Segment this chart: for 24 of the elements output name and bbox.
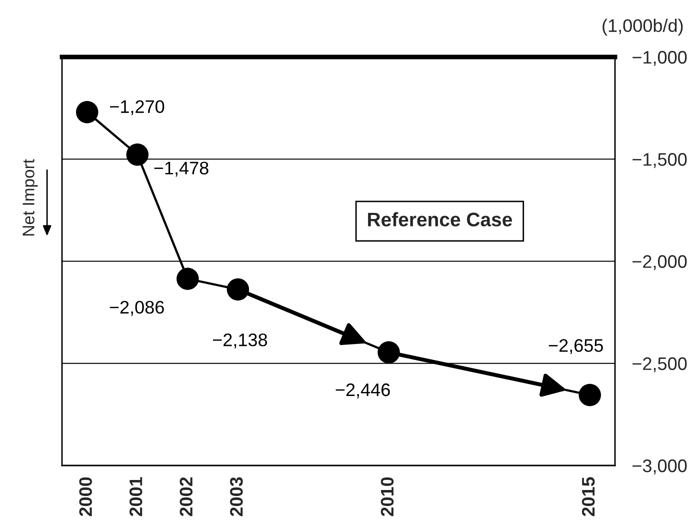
x-tick-label: 2002 (180, 477, 193, 516)
y-tick-label: −2,500 (632, 357, 687, 372)
x-tick-label: 2010 (380, 477, 394, 516)
x-tick-label: 2015 (582, 477, 595, 516)
data-label: −1,270 (110, 100, 164, 116)
y-tick-label: −3,000 (632, 459, 687, 474)
y-tick-label: −2,000 (632, 255, 687, 270)
y-tick-label: −1,500 (632, 153, 687, 168)
x-tick-label: 2000 (79, 477, 92, 516)
text: Net Import (22, 159, 38, 236)
x-tick-label: 2001 (129, 477, 142, 516)
x-tick-label: 2003 (230, 477, 243, 516)
data-label: −2,446 (336, 383, 390, 398)
y-tick-label: −1,000 (632, 50, 687, 66)
data-label: −2,086 (110, 300, 164, 316)
annotation: Reference Case (368, 212, 512, 226)
y-axis-title: (1,000b/d) (602, 18, 683, 36)
point (76, 101, 98, 124)
data-label: −2,138 (212, 334, 268, 348)
point (176, 268, 199, 290)
data-label: −1,478 (154, 162, 208, 177)
data-label: −2,655 (548, 339, 603, 354)
point (126, 144, 149, 166)
point (578, 384, 601, 406)
